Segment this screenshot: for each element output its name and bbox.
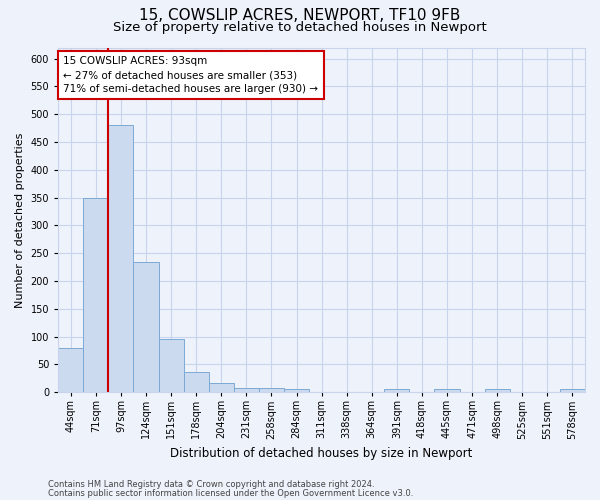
Bar — [259, 388, 284, 392]
Text: Contains HM Land Registry data © Crown copyright and database right 2024.: Contains HM Land Registry data © Crown c… — [48, 480, 374, 489]
Bar — [209, 384, 234, 392]
Bar — [560, 390, 585, 392]
Y-axis label: Number of detached properties: Number of detached properties — [15, 132, 25, 308]
Bar — [83, 198, 109, 392]
Text: 15 COWSLIP ACRES: 93sqm
← 27% of detached houses are smaller (353)
71% of semi-d: 15 COWSLIP ACRES: 93sqm ← 27% of detache… — [64, 56, 319, 94]
Bar — [184, 372, 209, 392]
Text: Size of property relative to detached houses in Newport: Size of property relative to detached ho… — [113, 21, 487, 34]
Bar — [385, 390, 409, 392]
Bar — [284, 390, 309, 392]
Bar — [234, 388, 259, 392]
X-axis label: Distribution of detached houses by size in Newport: Distribution of detached houses by size … — [170, 447, 473, 460]
Bar — [58, 348, 83, 392]
Bar — [485, 390, 510, 392]
Bar — [133, 262, 158, 392]
Text: Contains public sector information licensed under the Open Government Licence v3: Contains public sector information licen… — [48, 488, 413, 498]
Bar — [109, 126, 133, 392]
Bar — [434, 390, 460, 392]
Bar — [158, 340, 184, 392]
Text: 15, COWSLIP ACRES, NEWPORT, TF10 9FB: 15, COWSLIP ACRES, NEWPORT, TF10 9FB — [139, 8, 461, 23]
